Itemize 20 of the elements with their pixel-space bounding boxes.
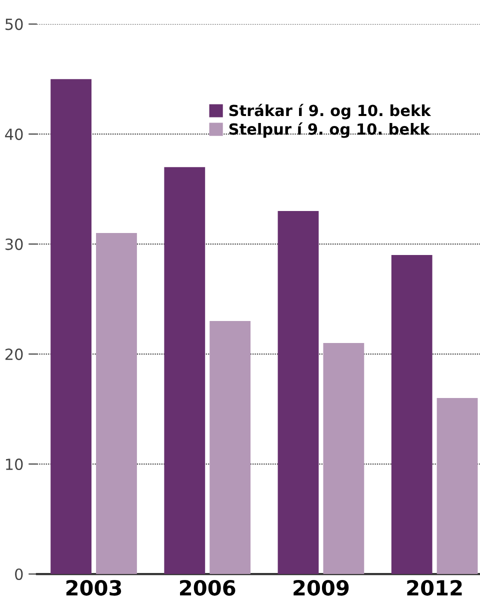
- legend-label: Strákar í 9. og 10. bekk: [229, 104, 432, 120]
- x-tick-label: 2003: [66, 580, 122, 596]
- bar: [436, 398, 478, 574]
- y-tick-label: 50: [6, 18, 23, 30]
- bar: [278, 211, 319, 574]
- x-tick-label: 2006: [180, 580, 236, 596]
- y-tick-label: 20: [5, 348, 23, 360]
- x-tick-label: 2012: [407, 580, 462, 596]
- y-tick-label: 30: [5, 238, 23, 250]
- bar: [210, 321, 251, 574]
- y-tick-label: 10: [6, 458, 23, 470]
- bar: [164, 167, 206, 574]
- x-tick-label: 2009: [294, 580, 349, 596]
- bar: [391, 255, 432, 574]
- y-tick-label: 0: [15, 568, 23, 580]
- bar: [323, 343, 364, 574]
- bar: [50, 79, 92, 574]
- bar: [96, 233, 137, 574]
- y-tick-label: 40: [5, 128, 23, 140]
- legend-label: Stelpur í 9. og 10. bekk: [229, 122, 430, 138]
